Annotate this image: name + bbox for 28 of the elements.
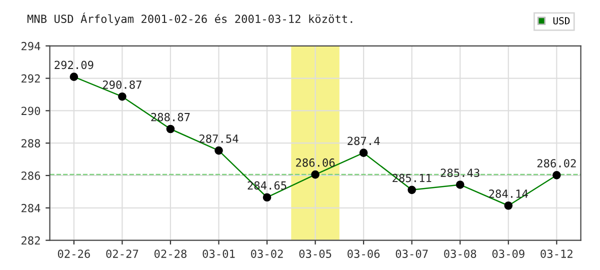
x-tick-label: 03-02 [251, 250, 283, 258]
data-label: 286.06 [296, 158, 335, 167]
y-tick-label: 284 [22, 204, 40, 212]
x-tick-label: 03-09 [492, 250, 524, 258]
x-tick-label: 03-07 [396, 250, 428, 258]
data-label: 288.87 [151, 112, 190, 122]
x-tick-label: 03-01 [202, 250, 235, 258]
x-tick-label: 03-12 [540, 250, 572, 258]
x-tick-label: 02-26 [58, 250, 90, 258]
y-tick-label: 292 [22, 74, 40, 83]
data-label: 287.4 [348, 136, 380, 146]
x-tick-label: 03-05 [299, 250, 332, 258]
x-tick-label: 03-06 [348, 250, 380, 258]
x-tick-label: 03-08 [444, 250, 476, 258]
legend-label: USD [553, 17, 570, 24]
data-label: 284.14 [489, 190, 528, 198]
y-tick-label: 286 [22, 172, 40, 180]
data-label: 287.54 [200, 134, 238, 143]
y-tick-label: 282 [22, 236, 40, 245]
y-tick-label: 290 [22, 106, 40, 116]
x-tick-label: 02-28 [154, 250, 186, 258]
data-label: 286.02 [537, 159, 576, 168]
data-label: 290.87 [102, 80, 142, 89]
y-tick-label: 288 [22, 139, 40, 148]
data-label: 292.09 [54, 60, 94, 70]
x-tick-label: 02-27 [106, 250, 138, 258]
y-tick-label: 294 [22, 42, 40, 50]
chart-title: MNB USD Árfolyam 2001-02-26 és 2001-03-12 között. [27, 12, 352, 26]
